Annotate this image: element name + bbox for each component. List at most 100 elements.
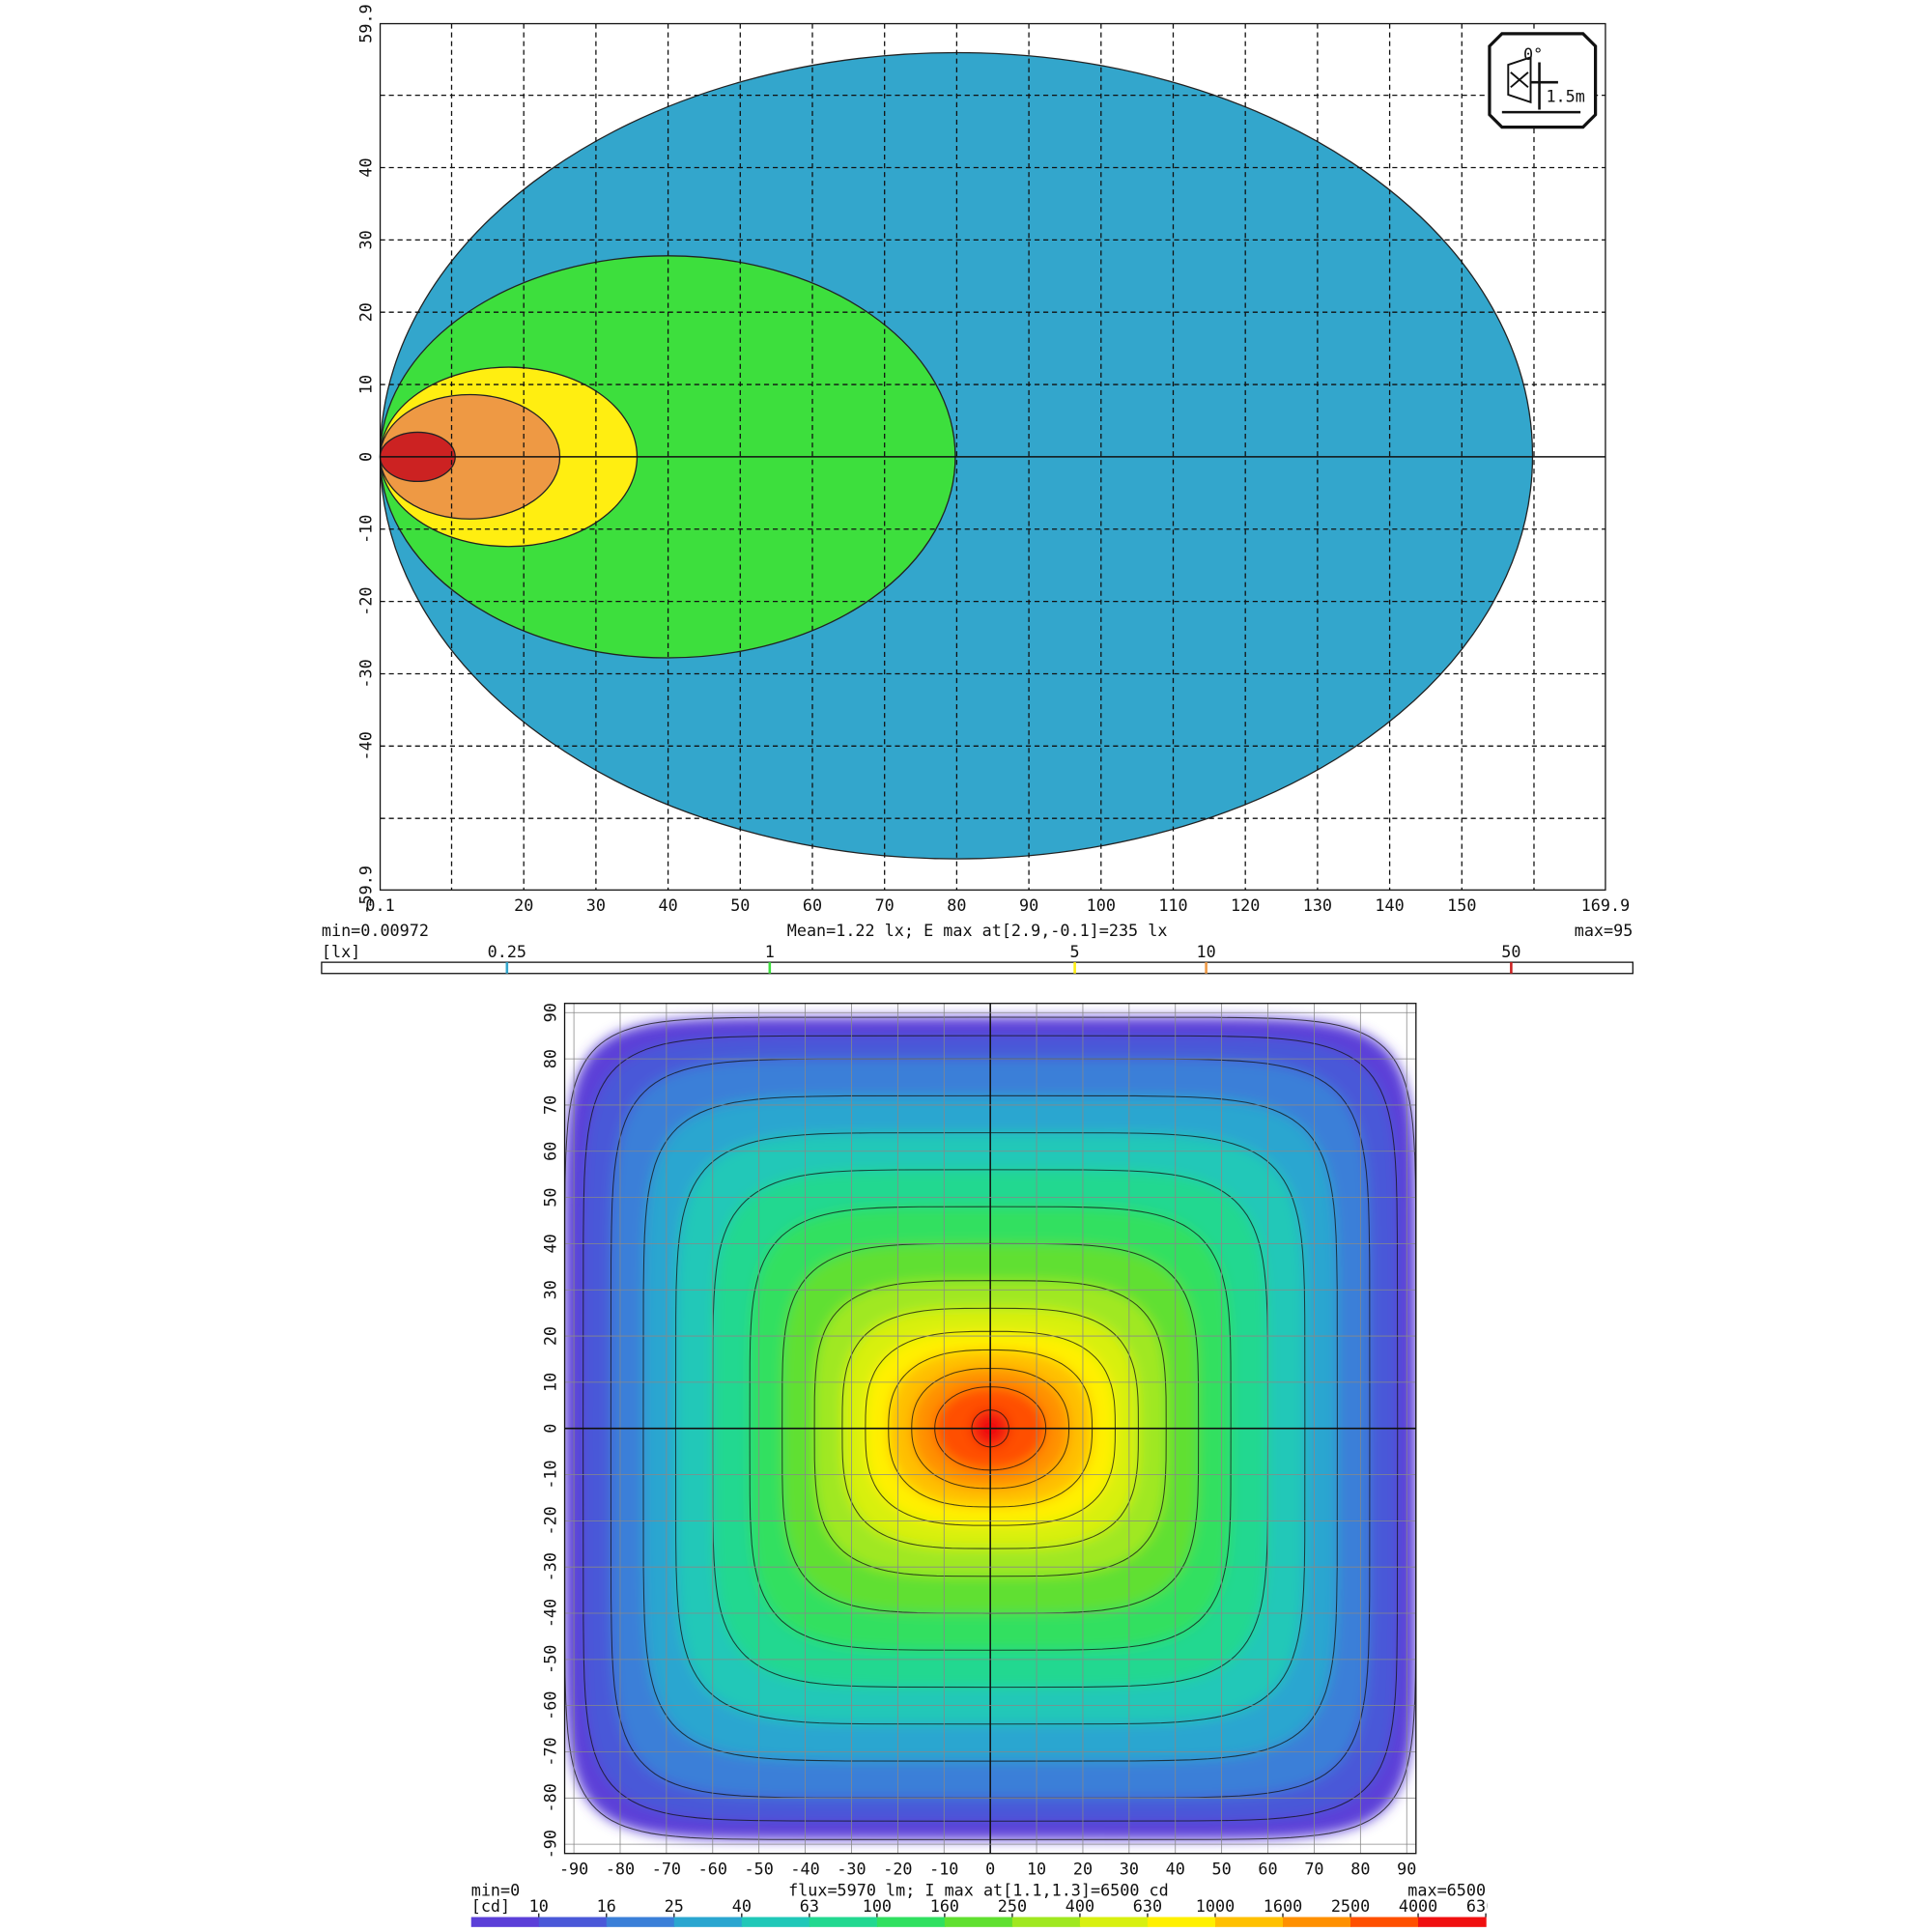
x-tick-label: -70 [652,1859,681,1878]
x-tick-label: 80 [947,895,966,915]
contour-line [564,1016,1416,1840]
colorbar-band [1418,1917,1487,1927]
plot-frame [379,22,1606,891]
icon-height: 1.5m [1546,87,1584,106]
y-tick-label: -30 [355,659,375,688]
x-tick-label: 40 [1166,1859,1185,1878]
y-tick-label: 0 [355,452,375,462]
x-tick-label: 110 [1158,895,1187,915]
icon-frame [1488,32,1598,129]
x-tick-label: 0.1 [365,895,394,915]
plot-frame [563,1003,1417,1855]
y-tick-label: 80 [540,1049,559,1068]
summary-label: Mean=1.22 lx; E max at[2.9,-0.1]=235 lx [787,921,1168,940]
colorbar-label: 25 [665,1896,684,1916]
view-icon: 0° 1.5m [1488,32,1598,129]
colorbar-label: 400 [1065,1896,1094,1916]
colorbar-band [741,1917,810,1927]
max-label: max=6500 [1407,1880,1486,1899]
colorbar-label: 0.25 [488,942,526,961]
colorbar-label: 40 [732,1896,752,1916]
y-tick-label: 10 [355,375,375,394]
y-tick-label: -90 [540,1830,559,1859]
x-tick-label: 60 [1258,1859,1277,1878]
x-tick-label: 70 [1304,1859,1323,1878]
colorbar-label: 1000 [1196,1896,1235,1916]
x-tick-label: 140 [1375,895,1404,915]
x-tick-label: 30 [1120,1859,1139,1878]
y-tick-label: -50 [540,1645,559,1674]
charts: 0.1 20 30 40 50 60 70 80 90 100 110 120 130 140 150 169… [321,4,1634,1927]
x-tick-label: 60 [803,895,822,915]
x-tick-label: 10 [1027,1859,1046,1878]
icon-pole [1501,62,1581,114]
y-tick-label: 40 [540,1234,559,1253]
colorbar-label: 1 [765,942,775,961]
y-tick-label: 90 [540,1003,559,1022]
colorbar-band [1011,1917,1081,1927]
min-label: min=0.00972 [322,921,429,940]
colorbar-band [538,1917,608,1927]
colorbar-band [1282,1917,1351,1927]
max-label: max=95 [1575,921,1634,940]
colorbar-label: 10 [1197,942,1216,961]
y-tick-label: -59.9 [355,866,375,914]
unit-label: [lx] [322,942,360,961]
y-tick-label: 20 [540,1326,559,1346]
y-tick-label: -80 [540,1783,559,1812]
x-tick-label: 40 [658,895,677,915]
colorbar-label: 5 [1070,942,1080,961]
colorbar-label: 1600 [1264,1896,1302,1916]
x-tick-label: -80 [606,1859,635,1878]
y-tick-label: 40 [355,157,375,177]
colorbar-label: 4000 [1399,1896,1437,1916]
y-tick-label: 50 [540,1187,559,1207]
x-tick-label: 100 [1087,895,1116,915]
colorbar-band [809,1917,878,1927]
colorbar-band [944,1917,1013,1927]
y-tick-label: 59.9 [355,4,375,43]
colorbar-label: 630 [1133,1896,1162,1916]
icon-lamp [1507,56,1532,104]
x-tick-label: -90 [559,1859,588,1878]
colorbar-band [673,1917,743,1927]
x-tick-label: -60 [698,1859,727,1878]
colorbar-band [470,1917,540,1927]
x-tick-label: 150 [1447,895,1476,915]
y-tick-label: -70 [540,1737,559,1766]
y-tick-label: -30 [540,1552,559,1581]
x-tick-label: 130 [1303,895,1332,915]
colorbar-label: 16 [597,1896,616,1916]
colorbar-label: 250 [998,1896,1027,1916]
colorbar-label: 2500 [1331,1896,1370,1916]
summary-label: flux=5970 lm; I max at[1.1,1.3]=6500 cd [788,1880,1169,1899]
x-tick-label: 50 [730,895,750,915]
colorbar-label: 10 [529,1896,549,1916]
y-tick-label: -10 [540,1460,559,1489]
colorbar-band [876,1917,946,1927]
unit-label: [cd] [471,1896,510,1916]
colorbar-label: 63 [800,1896,819,1916]
y-tick-label: -40 [540,1599,559,1628]
x-tick-label: 20 [514,895,533,915]
y-tick-label: 60 [540,1142,559,1161]
y-tick-label: 20 [355,302,375,322]
y-tick-label: 0 [540,1424,559,1434]
min-label: min=0 [471,1880,520,1899]
y-tick-label: 70 [540,1095,559,1115]
icon-angle: 0° [1523,44,1543,64]
y-tick-label: -10 [355,515,375,544]
x-tick-label: 30 [586,895,606,915]
y-tick-label: -20 [540,1506,559,1535]
x-tick-label: -30 [837,1859,866,1878]
colorbar-band [1079,1917,1149,1927]
colorbar-band [1350,1917,1419,1927]
colorbar-label: 50 [1501,942,1520,961]
colorbar-band [1147,1917,1216,1927]
x-tick-label: 90 [1397,1859,1416,1878]
x-tick-label: 50 [1212,1859,1232,1878]
colorbar [321,961,1634,975]
y-tick-label: -40 [355,731,375,760]
y-tick-label: 30 [355,230,375,249]
